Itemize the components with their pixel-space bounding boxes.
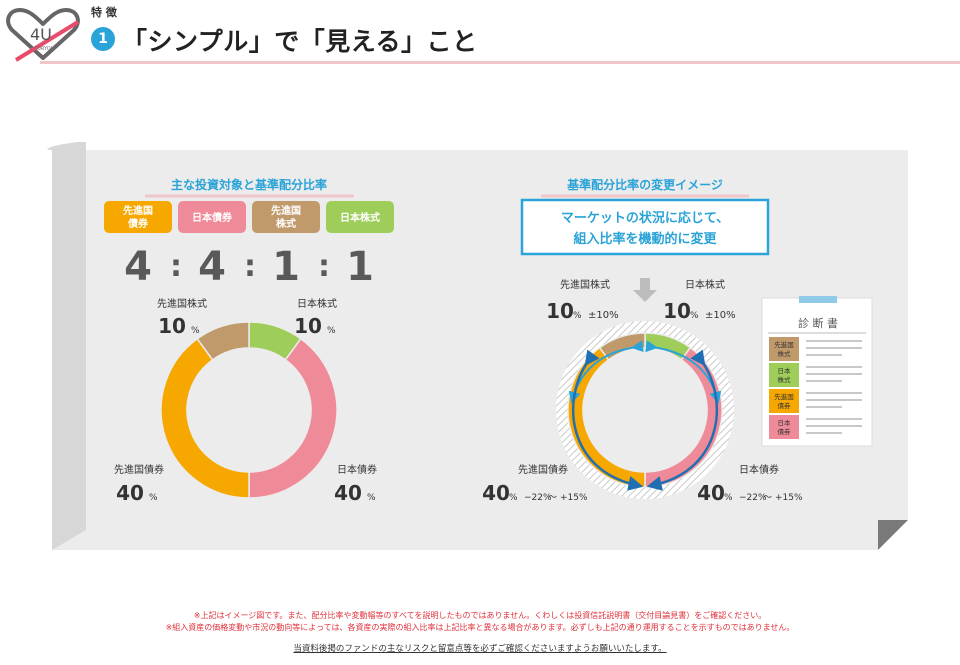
- footnote-2: ※組入資産の価格変動や市況の動向等によっては、各資産の実際の組入比率は上記比率と…: [165, 623, 795, 632]
- chip-foreign-bond-line2: 債券: [127, 217, 149, 230]
- left-donut-labels: 先進国株式 10 % 日本株式 10 % 先進国債券 40 % 日本債券 40 …: [114, 297, 377, 505]
- label-domestic-bond: 日本債券: [739, 463, 779, 476]
- ratio-separator: :: [170, 249, 182, 284]
- chip-foreign-bond-line1: 先進国: [123, 204, 153, 217]
- ratio-separator: :: [244, 249, 256, 284]
- range-domestic-stock: ±10%: [705, 310, 736, 321]
- chip-domestic-stock-label: 日本株式: [340, 211, 380, 224]
- unit: %: [367, 493, 376, 503]
- callout-line2: 組入比率を機動的に変更: [573, 231, 717, 247]
- label-domestic-bond: 日本債券: [337, 463, 377, 476]
- callout-box: [520, 198, 770, 256]
- value-foreign-bond: 40: [482, 481, 510, 505]
- chip-domestic-stock: [326, 201, 394, 233]
- unit: %: [690, 311, 699, 321]
- title-underline: [40, 61, 960, 64]
- range-lower-domestic-bond: −22%: [739, 493, 767, 503]
- unit: %: [191, 326, 200, 336]
- svg-text:〜: 〜: [548, 493, 557, 503]
- value-foreign-stock: 10: [158, 314, 186, 338]
- logo-text: 4U: [30, 25, 52, 44]
- label-domestic-stock: 日本株式: [297, 297, 337, 310]
- chip-foreign-stock-line2: 株式: [276, 217, 296, 230]
- report-row-label: 債券: [778, 401, 792, 410]
- logo-subtext: FORYOU: [34, 46, 55, 52]
- rebalance-arrows: [568, 340, 722, 491]
- label-foreign-bond: 先進国債券: [114, 463, 164, 476]
- callout-line1: マーケットの状況に応じて、: [561, 210, 729, 226]
- report-row-label: 株式: [778, 375, 792, 384]
- ratio-value: 4: [198, 244, 226, 290]
- report-row-label: 先進国: [774, 340, 794, 349]
- brand-logo: 4U FORYOU: [6, 8, 80, 62]
- value-foreign-stock: 10: [546, 299, 574, 323]
- donut-slice-foreign-stock: [196, 321, 250, 361]
- report-row-label: 先進国: [774, 392, 794, 401]
- label-domestic-stock: 日本株式: [685, 278, 725, 291]
- left-legend-chips: 先進国 債券 日本債券 先進国 株式 日本株式: [104, 201, 394, 233]
- report-row-chip: [769, 415, 799, 439]
- unit: %: [327, 326, 336, 336]
- ratio-display: 4 : 4 : 1 : 1: [124, 244, 374, 290]
- feature-label: 特 徴: [91, 6, 117, 19]
- ratio-value: 1: [272, 244, 300, 290]
- range-lower-foreign-bond: −22%: [524, 493, 552, 503]
- report-row-chip: [769, 363, 799, 387]
- right-donut-labels: 先進国株式 10 % ±10% 日本株式 10 % ±10% 先進国債券 40 …: [482, 278, 803, 505]
- donut-slice-domestic-bond: [248, 337, 338, 499]
- value-domestic-bond: 40: [697, 481, 725, 505]
- page-title: 「シンプル」で「見える」こと: [122, 27, 478, 56]
- range-upper-foreign-bond: +15%: [560, 493, 588, 503]
- label-foreign-stock: 先進国株式: [560, 278, 610, 291]
- value-domestic-bond: 40: [334, 481, 362, 505]
- report-row-chip: [769, 337, 799, 361]
- right-heading: 基準配分比率の変更イメージ: [566, 177, 723, 192]
- unit: %: [509, 493, 518, 503]
- footnote-1: ※上記はイメージ図です。また、配分比率や変動幅等のすべてを説明したものではありま…: [193, 611, 767, 620]
- donut-slice-foreign-bond: [160, 337, 250, 499]
- ratio-value: 4: [124, 244, 152, 290]
- label-foreign-bond: 先進国債券: [518, 463, 568, 476]
- report-row-label: 債券: [778, 427, 792, 436]
- report-title: 診 断 書: [798, 316, 838, 330]
- range-upper-domestic-bond: +15%: [775, 493, 803, 503]
- unit: %: [573, 311, 582, 321]
- ratio-separator: :: [318, 249, 330, 284]
- chip-domestic-bond-label: 日本債券: [192, 211, 233, 224]
- down-arrow-icon: [633, 278, 657, 302]
- report-row-label: 日本: [778, 366, 792, 375]
- range-foreign-stock: ±10%: [588, 310, 619, 321]
- chip-foreign-stock-line1: 先進国: [271, 204, 301, 217]
- value-domestic-stock: 10: [294, 314, 322, 338]
- ratio-value: 1: [346, 244, 374, 290]
- chip-domestic-bond: [178, 201, 246, 233]
- report-row-chip: [769, 389, 799, 413]
- report-row-label: 株式: [778, 349, 792, 358]
- report-row-label: 日本: [778, 418, 792, 427]
- risk-notice-link[interactable]: 当資料後掲のファンドの主なリスクと留意点等を必ずご確認くださいますようお願いいた…: [293, 644, 667, 654]
- step-number-badge: 1: [91, 27, 115, 51]
- chip-foreign-stock: [252, 201, 320, 233]
- value-foreign-bond: 40: [116, 481, 144, 505]
- left-heading: 主な投資対象と基準配分比率: [171, 177, 327, 192]
- value-domestic-stock: 10: [663, 299, 691, 323]
- chip-foreign-bond: [104, 201, 172, 233]
- unit: %: [724, 493, 733, 503]
- unit: %: [149, 493, 158, 503]
- svg-text:〜: 〜: [763, 493, 772, 503]
- allocation-donut-chart: [160, 321, 338, 499]
- label-foreign-stock: 先進国株式: [157, 297, 207, 310]
- clip-tab: [799, 296, 837, 303]
